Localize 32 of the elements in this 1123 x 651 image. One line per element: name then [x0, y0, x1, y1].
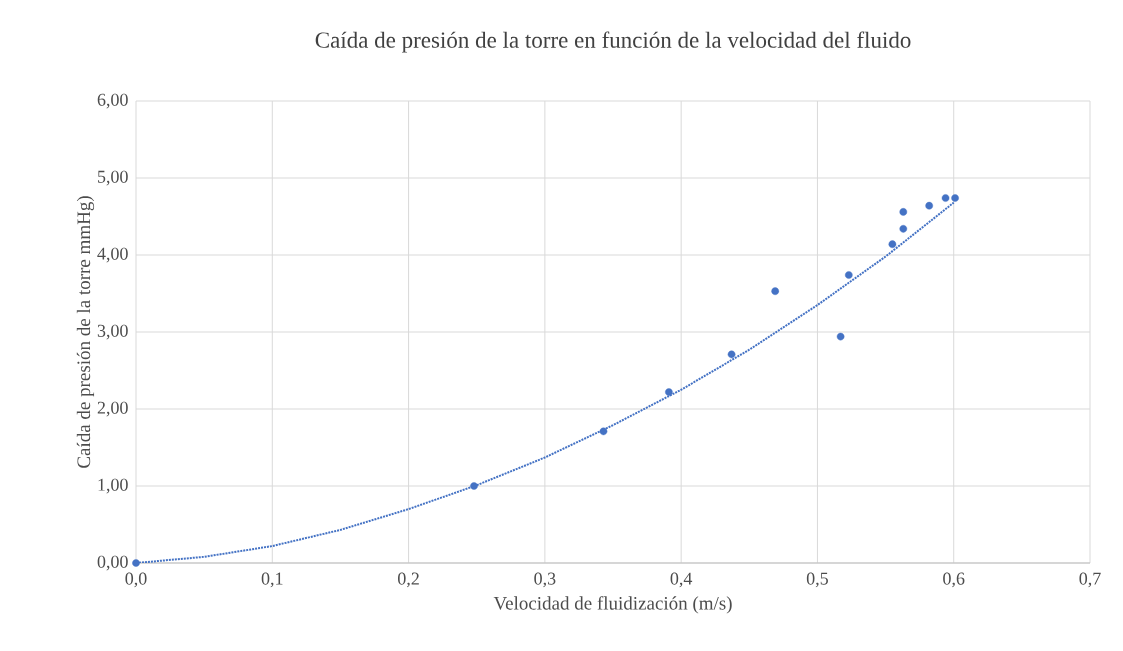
x-axis-title: Velocidad de fluidización (m/s): [493, 596, 732, 614]
x-tick-label: 0,2: [398, 572, 419, 588]
point: [888, 240, 897, 249]
y-tick-label: 0,00: [97, 555, 128, 571]
x-tick-label: 0,5: [806, 572, 828, 588]
point: [899, 208, 908, 216]
x-tick-label: 0,6: [943, 572, 965, 588]
y-axis-title: Caída de presión de la torre mmHg): [76, 196, 95, 468]
y-tick-label: 4,00: [97, 247, 128, 263]
point: [771, 287, 779, 295]
point: [727, 350, 736, 359]
point: [665, 388, 673, 396]
point: [941, 194, 950, 202]
x-tick-label: 0,1: [261, 572, 283, 588]
y-tick-label: 2,00: [97, 401, 128, 417]
y-tick-label: 1,00: [98, 478, 128, 494]
point: [132, 559, 140, 567]
point: [599, 427, 608, 436]
point: [951, 194, 959, 202]
x-tick-label: 0,0: [125, 572, 147, 588]
point: [836, 332, 845, 341]
y-tick-label: 3,00: [97, 324, 128, 340]
point: [844, 271, 853, 279]
chart-title: Caída de presión de la torre en función de la velocidad del fluido: [315, 31, 911, 53]
x-tick-label: 0,7: [1079, 572, 1101, 588]
x-tick-label: 0,4: [670, 572, 693, 588]
point: [925, 201, 933, 210]
x-tick-label: 0,3: [534, 572, 556, 588]
point: [470, 482, 478, 490]
y-tick-label: 6,00: [97, 93, 128, 109]
y-tick-label: 5,00: [98, 170, 128, 186]
point: [899, 225, 908, 233]
